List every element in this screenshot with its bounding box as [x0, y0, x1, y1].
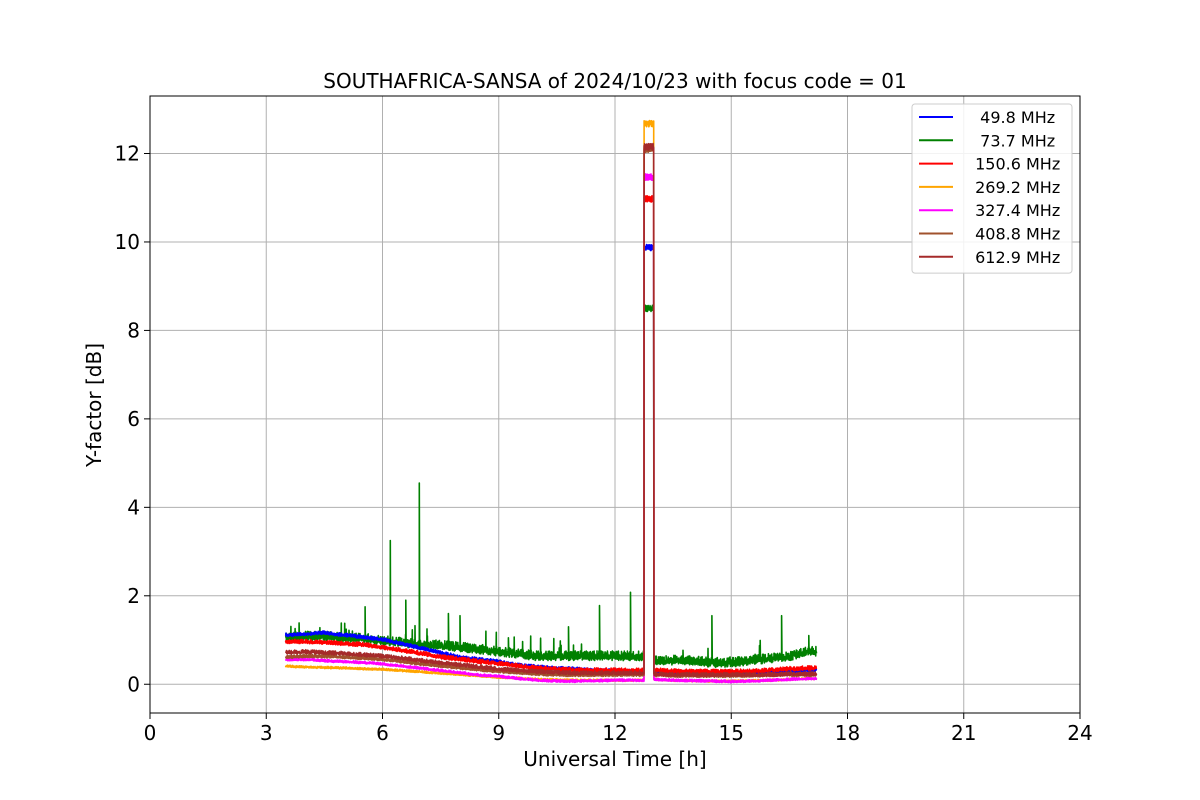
x-tick-label: 18: [835, 721, 860, 745]
legend-label: 49.8 MHz: [970, 108, 1055, 127]
x-tick-label: 3: [260, 721, 273, 745]
chart-title: SOUTHAFRICA-SANSA of 2024/10/23 with foc…: [323, 69, 907, 93]
x-axis-label: Universal Time [h]: [523, 747, 706, 771]
legend-label: 408.8 MHz: [970, 225, 1060, 244]
x-tick-label: 0: [144, 721, 157, 745]
x-tick-label: 15: [719, 721, 744, 745]
y-tick-label: 2: [127, 584, 140, 608]
legend-label: 73.7 MHz: [970, 131, 1055, 150]
legend-box: [911, 103, 1073, 274]
series-line: [284, 142, 818, 678]
legend-label: 612.9 MHz: [970, 248, 1060, 267]
series-line: [284, 304, 818, 669]
legend: 49.8 MHz 73.7 MHz 150.6 MHz 269.2 MHz 32…: [911, 103, 1073, 274]
y-tick-label: 8: [127, 318, 140, 342]
x-tick-label: 6: [376, 721, 389, 745]
legend-label: 327.4 MHz: [970, 201, 1060, 220]
y-tick-label: 4: [127, 495, 140, 519]
legend-label: 150.6 MHz: [970, 155, 1060, 174]
x-tick-label: 12: [602, 721, 627, 745]
y-tick-label: 12: [115, 141, 140, 165]
y-tick-label: 6: [127, 407, 140, 431]
series-line: [285, 173, 818, 684]
y-tick-label: 10: [115, 230, 140, 254]
x-tick-label: 24: [1067, 721, 1092, 745]
x-tick-label: 21: [951, 721, 976, 745]
x-tick-label: 9: [492, 721, 505, 745]
series-line: [284, 195, 818, 675]
series-layer: [284, 119, 818, 684]
y-tick-label: 0: [127, 672, 140, 696]
y-axis-label: Y-factor [dB]: [82, 343, 106, 468]
legend-label: 269.2 MHz: [970, 178, 1060, 197]
